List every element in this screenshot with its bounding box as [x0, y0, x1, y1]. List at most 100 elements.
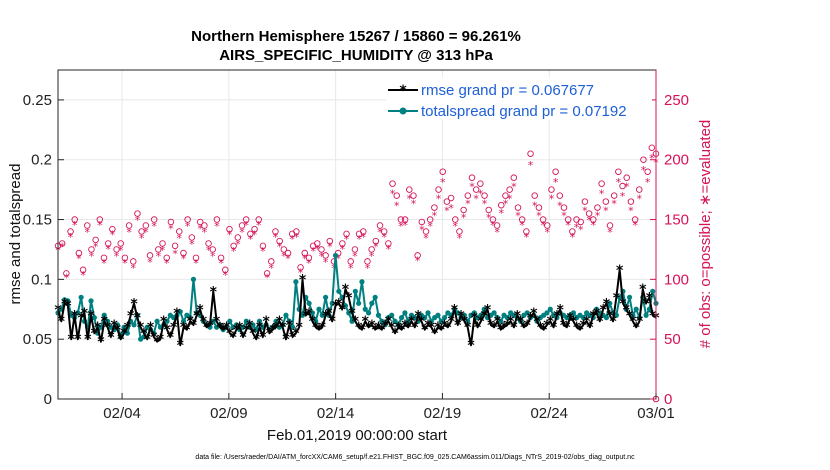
- obs-evaluated-marker: *: [89, 250, 95, 263]
- obs-possible-marker: [192, 254, 200, 262]
- obs-evaluated-marker: *: [616, 176, 622, 189]
- obs-possible-marker: [627, 198, 635, 205]
- obs-possible-marker: [435, 186, 442, 193]
- obs-possible-marker: [159, 240, 166, 247]
- obs-evaluated-marker: *: [285, 252, 291, 265]
- rmse-marker: *: [497, 323, 505, 339]
- rmse-marker: *: [566, 311, 574, 327]
- rmse-marker: *: [226, 326, 234, 342]
- obs-possible-marker: [506, 186, 513, 193]
- obs-evaluated-marker: *: [490, 219, 496, 232]
- rmse-marker: *: [134, 311, 142, 327]
- spread-marker: [78, 294, 84, 300]
- rmse-marker: *: [636, 314, 644, 330]
- x-tick-label: 02/14: [317, 405, 355, 422]
- x-tick-label: 02/24: [530, 405, 568, 422]
- obs-possible-marker: [96, 216, 104, 223]
- obs-possible-marker: [255, 216, 262, 223]
- rmse-marker: *: [557, 302, 565, 318]
- obs-evaluated-marker: *: [235, 238, 241, 251]
- spread-marker: [494, 315, 501, 321]
- spread-marker: [607, 300, 613, 306]
- y-tick-label-right: 200: [664, 152, 689, 169]
- rmse-marker: *: [523, 318, 531, 334]
- rmse-marker: *: [338, 302, 346, 318]
- obs-possible-marker: [92, 236, 99, 244]
- obs-possible-marker: [636, 186, 643, 193]
- x-tick-label: 02/19: [424, 405, 462, 422]
- rmse-marker: *: [229, 330, 237, 346]
- obs-evaluated-marker: *: [503, 197, 509, 210]
- obs-possible-marker: [510, 174, 518, 181]
- obs-possible-marker: [431, 204, 438, 211]
- obs-possible-marker: [489, 216, 497, 223]
- rmse-marker: *: [335, 296, 343, 312]
- obs-evaluated-marker: *: [93, 240, 99, 253]
- rmse-marker: *: [213, 314, 221, 330]
- rmse-marker: *: [236, 320, 244, 336]
- obs-possible-marker: [259, 242, 267, 250]
- spread-marker: [356, 300, 362, 306]
- obs-evaluated-marker: *: [181, 252, 187, 265]
- rmse-marker: *: [629, 314, 637, 330]
- spread-marker: [352, 288, 358, 294]
- obs-possible-marker: [560, 204, 568, 211]
- obs-evaluated-marker: *: [214, 220, 220, 233]
- rmse-marker: *: [358, 323, 366, 339]
- spread-marker: [441, 315, 448, 321]
- rmse-marker: *: [500, 320, 508, 336]
- spread-marker: [498, 318, 504, 324]
- rmse-marker: *: [606, 308, 614, 324]
- spread-marker: [319, 312, 325, 318]
- rmse-marker: *: [348, 306, 356, 322]
- obs-possible-marker: [481, 192, 488, 199]
- spread-marker: [465, 318, 471, 324]
- rmse-line: [57, 268, 657, 347]
- rmse-marker: *: [177, 338, 185, 354]
- obs-evaluated-marker: *: [390, 188, 396, 201]
- obs-evaluated-marker: *: [553, 176, 559, 189]
- rmse-marker: *: [206, 318, 214, 334]
- obs-evaluated-marker: *: [411, 197, 417, 210]
- obs-evaluated-marker: *: [114, 250, 120, 263]
- rmse-marker: *: [514, 308, 522, 324]
- obs-evaluated-marker: *: [582, 204, 588, 217]
- rmse-marker: *: [200, 314, 208, 330]
- spread-marker: [471, 310, 477, 316]
- obs-possible-marker: [464, 192, 472, 199]
- spread-marker: [256, 318, 263, 324]
- rmse-marker: *: [381, 318, 389, 334]
- rmse-marker: *: [547, 314, 555, 330]
- obs-possible-marker: [238, 222, 246, 229]
- rmse-marker: *: [477, 314, 485, 330]
- obs-evaluated-marker: *: [624, 181, 630, 194]
- rmse-marker: *: [573, 320, 581, 336]
- rmse-marker: *: [593, 306, 601, 322]
- axes: 0 0.05 0.1 0.15 0.2 0.25 0 50 100 150 200 250 02/04 0…: [23, 92, 689, 422]
- spread-marker: [405, 318, 411, 324]
- obs-evaluated-marker: *: [135, 214, 141, 227]
- obs-possible-marker: [401, 216, 409, 223]
- rmse-marker: *: [243, 323, 251, 339]
- rmse-marker: *: [530, 306, 538, 322]
- obs-possible-marker: [552, 168, 559, 175]
- rmse-marker: *: [104, 320, 112, 336]
- spread-marker: [75, 310, 81, 316]
- obs-possible-marker: [163, 254, 170, 262]
- obs-evaluated-marker: *: [524, 231, 530, 244]
- rmse-marker: *: [570, 314, 578, 330]
- obs-possible-marker: [314, 240, 321, 247]
- obs-possible-marker: [180, 249, 187, 257]
- spread-marker: [293, 279, 299, 285]
- obs-possible-marker: [502, 192, 509, 199]
- obs-evaluated-marker: *: [218, 257, 224, 270]
- obs-evaluated-marker: *: [586, 214, 592, 227]
- spread-marker: [190, 276, 197, 282]
- spread-marker: [633, 306, 639, 312]
- obs-evaluated-marker: *: [574, 221, 580, 234]
- y-tick-label-left: 0.1: [31, 271, 52, 288]
- spread-marker: [580, 315, 586, 321]
- spread-marker: [643, 312, 649, 318]
- obs-evaluated-marker: *: [436, 193, 442, 206]
- rmse-marker: *: [157, 332, 165, 348]
